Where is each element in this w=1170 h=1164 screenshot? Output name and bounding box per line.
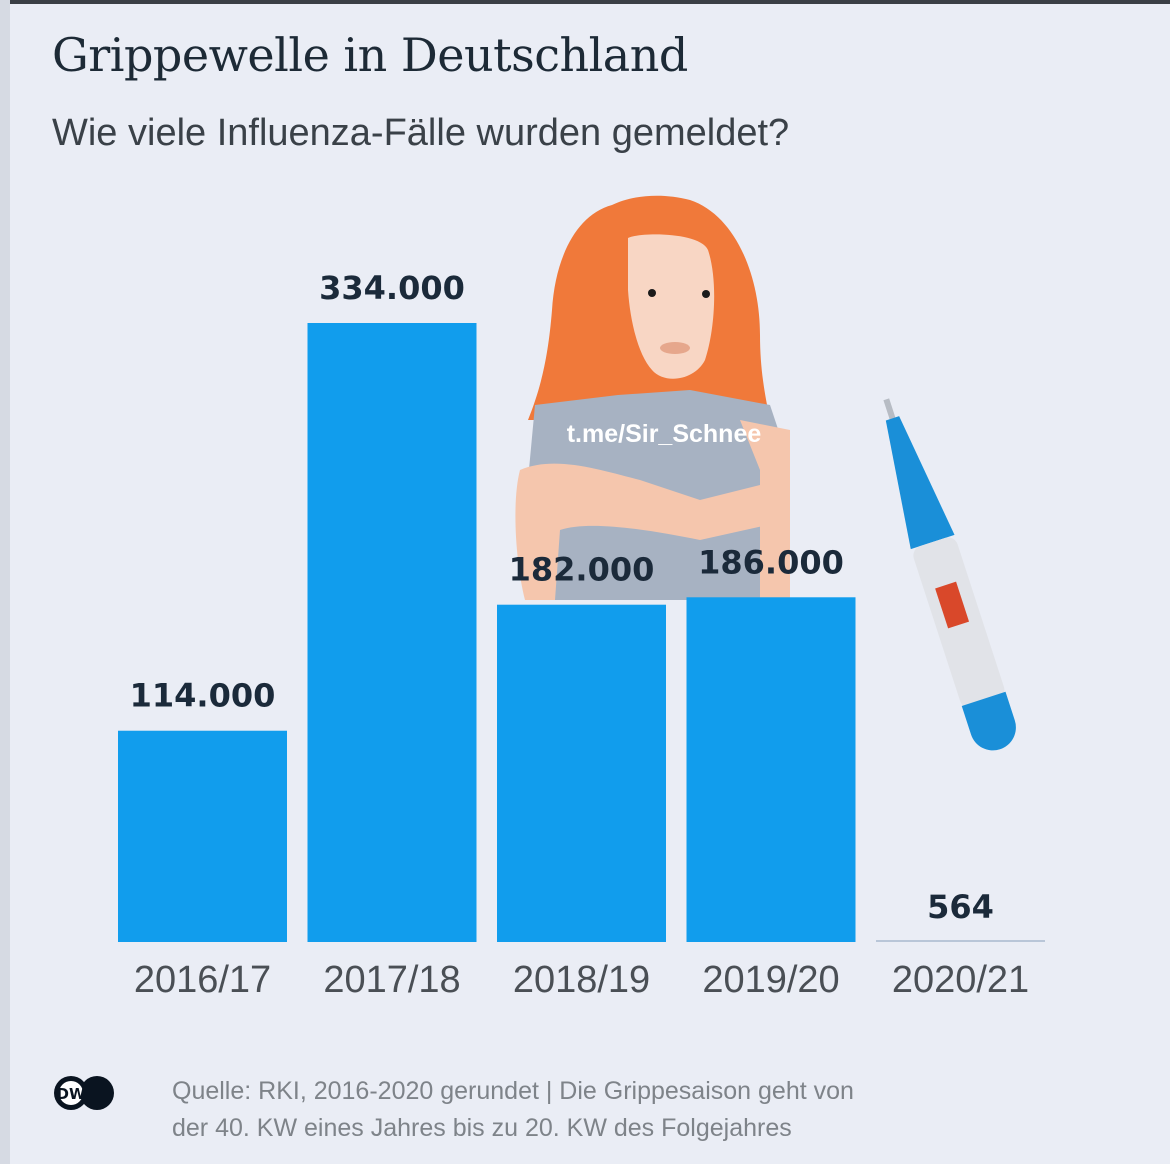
eye-left — [648, 289, 656, 297]
value-label: 186.000 — [698, 543, 844, 581]
value-label: 182.000 — [509, 551, 655, 589]
value-label: 334.000 — [319, 269, 465, 307]
source-line-2: der 40. KW eines Jahres bis zu 20. KW de… — [172, 1114, 792, 1142]
chart-title: Grippewelle in Deutschland — [52, 28, 688, 82]
chart-subtitle: Wie viele Influenza-Fälle wurden gemelde… — [52, 112, 790, 154]
thermometer-icon — [883, 398, 1016, 751]
mouth — [660, 342, 690, 354]
bar-2019-20 — [686, 597, 856, 942]
arm-left — [515, 463, 790, 600]
bars-group — [118, 323, 1045, 942]
category-labels-group: 2016/17 2017/18 2018/19 2019/20 2020/21 — [134, 959, 1029, 1001]
dw-logo: DW — [54, 1076, 114, 1110]
value-label: 564 — [927, 888, 994, 926]
bar-2016-17 — [118, 730, 287, 942]
bar-2017-18 — [307, 323, 477, 942]
source-line-1: Quelle: RKI, 2016-2020 gerundet | Die Gr… — [172, 1077, 854, 1105]
category-label: 2018/19 — [513, 959, 650, 1001]
category-label: 2017/18 — [323, 959, 460, 1001]
value-label: 114.000 — [130, 677, 276, 715]
sick-woman-illustration — [515, 195, 790, 600]
eye-right — [702, 290, 710, 298]
bar-2018-19 — [497, 604, 666, 942]
dw-logo-text: DW — [57, 1085, 86, 1103]
face — [628, 234, 715, 379]
top-border — [0, 0, 1170, 4]
category-label: 2016/17 — [134, 959, 271, 1001]
watermark-text: t.me/Sir_Schnee — [567, 420, 762, 448]
category-label: 2020/21 — [892, 959, 1029, 1001]
bar-chart: t.me/Sir_Schnee 114.000 334.000 182.000 186… — [118, 195, 1045, 1001]
arm-right — [740, 420, 790, 600]
value-labels-group: 114.000 334.000 182.000 186.000 564 — [130, 269, 994, 926]
bar-2020-21 — [876, 940, 1045, 942]
left-edge — [0, 0, 10, 1164]
category-label: 2019/20 — [702, 959, 839, 1001]
source-note: Quelle: RKI, 2016-2020 gerundet | Die Gr… — [172, 1073, 1032, 1147]
